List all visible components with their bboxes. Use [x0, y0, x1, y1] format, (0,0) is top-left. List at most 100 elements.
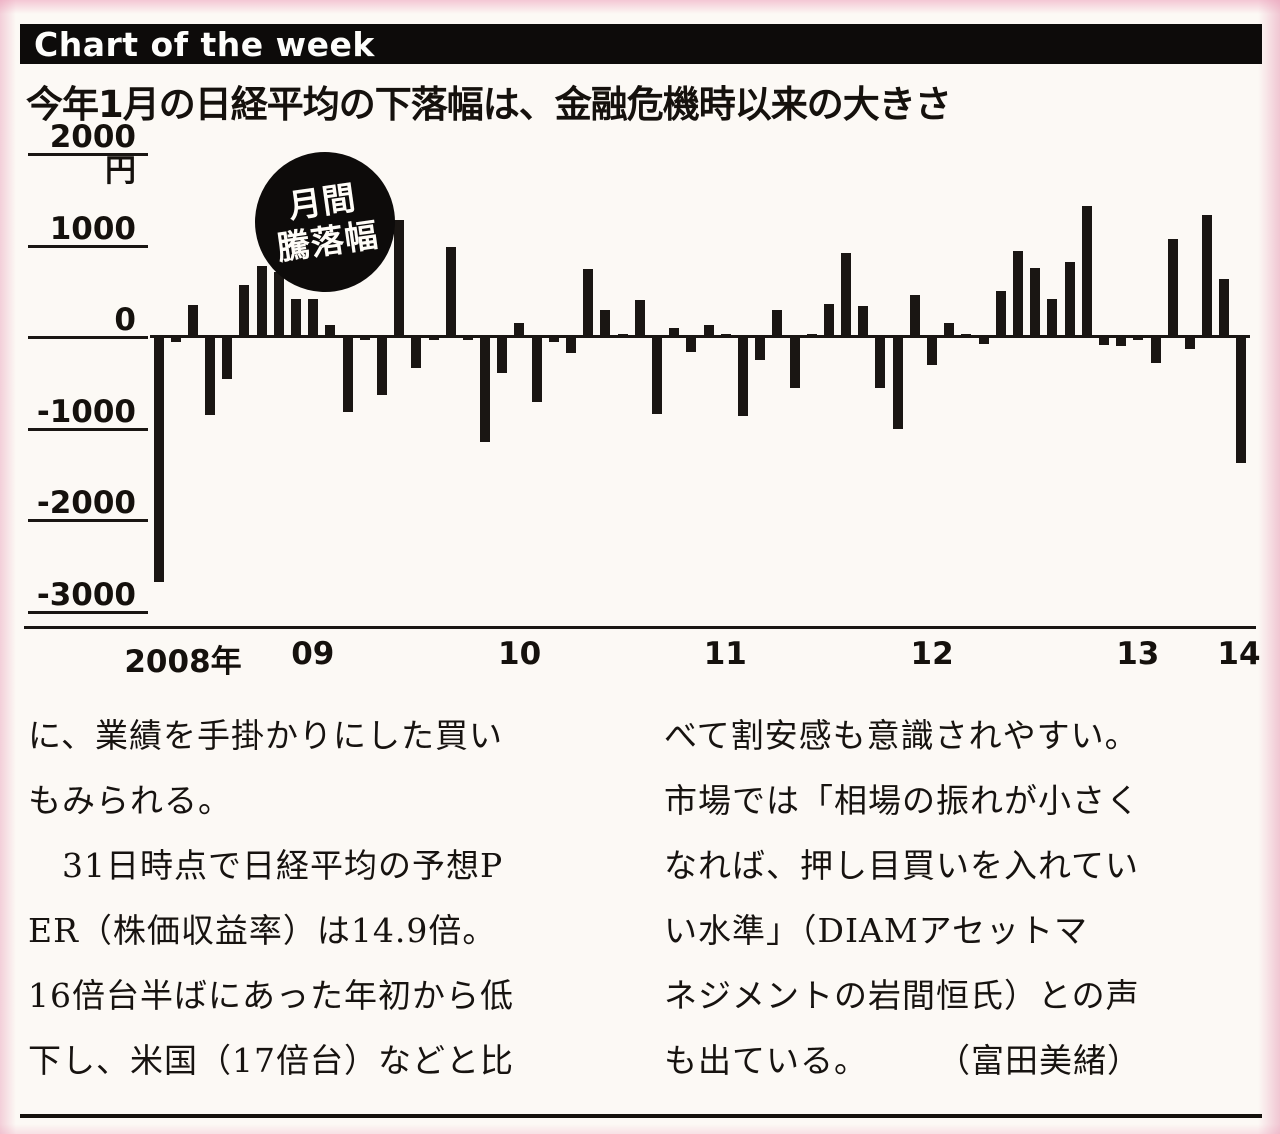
bar-2013/06 [1116, 337, 1127, 347]
bar-2012/11 [995, 291, 1006, 337]
x-tick-label-14: 14 [1217, 636, 1261, 672]
bar-2012/10 [978, 337, 989, 345]
bar-2010/11 [583, 269, 594, 337]
bar-2011/09 [755, 337, 766, 360]
bar-2012/07 [927, 337, 938, 366]
chart: 2000円 1000 0 -1000 -2000 -3000 月間 騰落幅 2008年 09 1… [24, 120, 1261, 684]
bar-2012/12 [1013, 250, 1023, 337]
bar-2011/02 [634, 300, 645, 337]
article-line: 31日時点で日経平均の予想P [28, 846, 504, 885]
bar-2013/04 [1081, 206, 1092, 337]
bar-2011/01 [617, 334, 628, 337]
bar-2012/04 [875, 337, 886, 389]
x-tick-label-12: 12 [910, 636, 954, 672]
bar-2009/01 [205, 337, 216, 415]
bar-2012/03 [858, 305, 869, 337]
bar-2011/05 [686, 337, 697, 352]
x-tick-label-10: 10 [498, 636, 542, 672]
bar-2009/11 [376, 337, 387, 395]
article-line: ER（株価収益率）は14.9倍。 [28, 911, 497, 950]
article-line: に、業績を手掛かりにした買い [28, 716, 504, 755]
bar-2013/10 [1184, 337, 1195, 349]
bar-2013/05 [1098, 337, 1109, 346]
bar-2008/11 [170, 337, 181, 343]
bar-2013/12 [1219, 279, 1230, 337]
article-line: い水準」（DIAMアセットマ [664, 911, 1088, 950]
bar-2012/01 [823, 304, 834, 337]
bar-2011/03 [652, 337, 662, 414]
bar-2013/07 [1133, 337, 1144, 340]
bar-2011/12 [806, 334, 817, 337]
bar-2011/08 [737, 337, 748, 416]
bar-2009/03 [239, 284, 250, 337]
bar-2010/09 [548, 337, 559, 343]
bar-2010/12 [600, 310, 611, 337]
bar-2010/05 [480, 337, 491, 443]
y-tick-label: -1000 [28, 395, 148, 431]
bar-2012/06 [909, 294, 920, 337]
article-line: もみられる。 [28, 781, 232, 820]
bar-2009/02 [222, 337, 233, 380]
article-body: に、業績を手掛かりにした買い もみられる。 31日時点で日経平均の予想P ER（株価… [28, 706, 1260, 1096]
bar-2013/09 [1167, 239, 1178, 337]
y-tick-label: -2000 [28, 486, 148, 522]
bar-2010/03 [445, 247, 456, 337]
bar-2010/04 [462, 337, 473, 340]
bar-2009/12 [394, 219, 405, 337]
article-column-left: に、業績を手掛かりにした買い もみられる。 31日時点で日経平均の予想P ER（株価… [28, 706, 624, 1096]
bar-2011/06 [703, 325, 714, 337]
bar-2013/01 [1030, 268, 1041, 337]
bar-2009/10 [359, 337, 370, 340]
x-tick-label-13: 13 [1116, 636, 1160, 672]
bar-2010/08 [531, 337, 542, 402]
bar-2011/11 [789, 337, 800, 389]
x-tick-label-11: 11 [703, 636, 747, 672]
article-line: 下し、米国（17倍台）などと比 [28, 1041, 514, 1080]
bar-2012/02 [841, 252, 852, 337]
y-tick-label: 0 [28, 303, 148, 339]
x-tick-label-2008年: 2008年 [124, 644, 242, 680]
bar-2014/01 [1236, 337, 1247, 464]
bar-2008/12 [187, 304, 198, 337]
article-line: なれば、押し目買いを入れてい [664, 846, 1140, 885]
bar-2009/04 [256, 265, 267, 337]
chart-plot: 月間 騰落幅 [150, 136, 1250, 628]
bar-2010/06 [497, 337, 508, 373]
article-column-right: べて割安感も意識されやすい。 市場では「相場の振れが小さく なれば、押し目買いを入れ… [664, 706, 1260, 1096]
bottom-rule [20, 1114, 1262, 1118]
article-line: べて割安感も意識されやすい。 [664, 716, 1139, 755]
bar-2010/01 [411, 337, 422, 369]
zero-baseline [150, 335, 1250, 338]
bar-2013/11 [1202, 215, 1213, 337]
bar-2008/10 [153, 337, 164, 583]
bar-2009/05 [273, 272, 284, 337]
chart-headline: 今年1月の日経平均の下落幅は、金融危機時以来の大きさ [26, 83, 952, 126]
bar-2009/09 [342, 337, 353, 413]
bar-2011/04 [669, 327, 680, 337]
bar-2013/02 [1047, 298, 1058, 337]
bar-2009/06 [291, 299, 302, 337]
bar-2009/07 [308, 299, 319, 337]
bar-2010/10 [566, 337, 577, 353]
x-tick-label-09: 09 [291, 636, 335, 672]
y-tick-label: -3000 [28, 578, 148, 614]
article-line: 市場では「相場の振れが小さく [664, 781, 1140, 820]
article-line: ネジメントの岩間恒氏）との声 [664, 976, 1140, 1015]
bar-2013/03 [1064, 261, 1075, 337]
article-line: 16倍台半ばにあった年初から低 [28, 976, 514, 1015]
bar-2011/07 [720, 334, 731, 337]
article-line: も出ている。 （富田美緒） [664, 1041, 1141, 1080]
bar-2010/02 [428, 337, 439, 340]
x-axis-frame-line [24, 626, 1256, 629]
bar-2010/07 [514, 323, 525, 337]
bar-2009/08 [325, 325, 336, 337]
bar-2011/10 [772, 310, 783, 337]
section-banner-title: Chart of the week [34, 24, 375, 64]
y-tick-label: 1000 [28, 212, 148, 248]
bar-2012/05 [892, 337, 903, 430]
bar-2012/09 [961, 334, 972, 337]
section-banner: Chart of the week [20, 24, 1262, 64]
bar-2012/08 [944, 323, 955, 337]
chart-badge: 月間 騰落幅 [245, 142, 405, 302]
